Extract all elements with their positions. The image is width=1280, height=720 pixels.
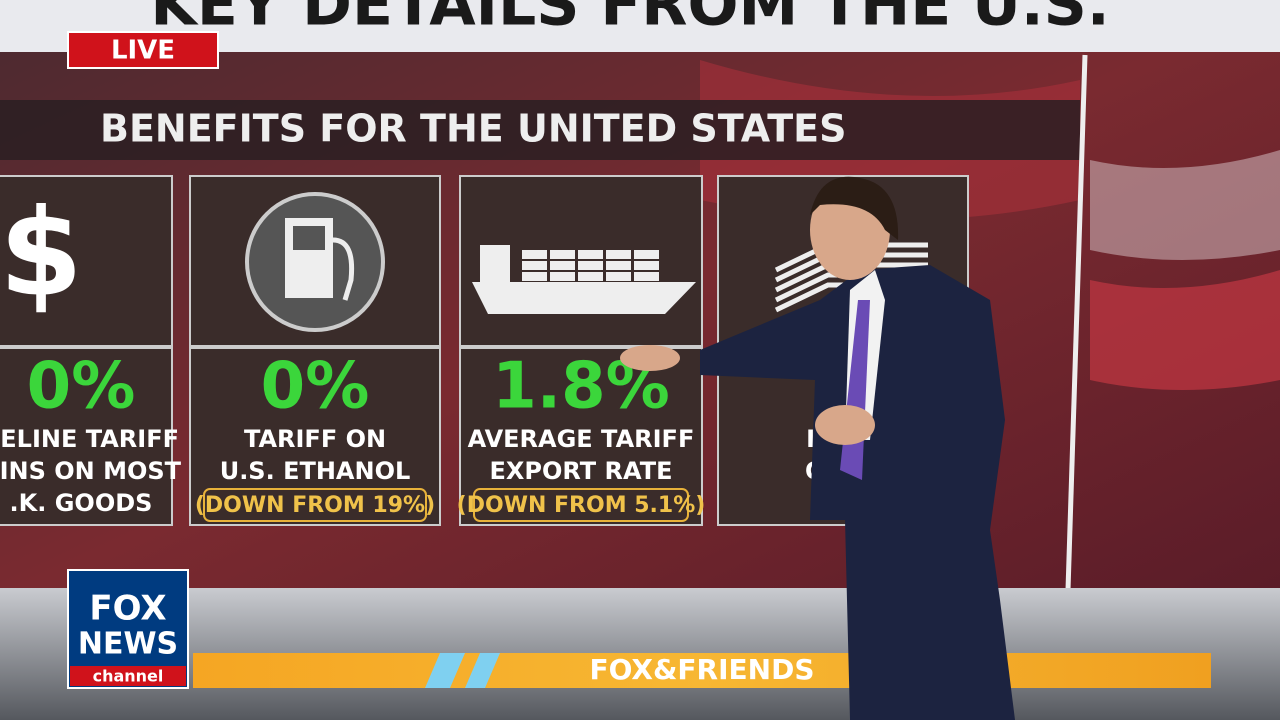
panel-divider [1065, 54, 1088, 591]
card-line: AVERAGE TARIFF [468, 425, 695, 453]
card-value: 0% [261, 350, 370, 424]
flag-stripe [1090, 150, 1280, 260]
card-icon: $ [0, 185, 83, 324]
logo-channel-bar [70, 666, 186, 686]
logo-line3: channel [93, 667, 164, 686]
card-line: SELINE TARIFF [0, 425, 179, 453]
flag-stripe [1090, 270, 1280, 390]
ship-icon-hull [472, 282, 696, 314]
card-line: EXPORT RATE [490, 457, 673, 485]
ship-icon-container [606, 261, 631, 270]
ship-icon-bridge [480, 245, 510, 282]
pump-icon-screen [293, 226, 325, 250]
hand [815, 405, 875, 445]
ship-icon-container [522, 272, 547, 281]
card-text-box [189, 347, 441, 526]
ship-icon-container [522, 250, 547, 259]
pump-icon-hose [332, 237, 355, 301]
section-title: BENEFITS FOR THE UNITED STATES [100, 107, 846, 151]
hand [620, 345, 680, 371]
ship-icon-container [606, 250, 631, 259]
logo-line1: FOX [89, 589, 166, 629]
card-line: TARIFF ON [244, 425, 386, 453]
ship-icon-container [606, 272, 631, 281]
card-icon-box [0, 175, 173, 347]
card-line: .K. GOODS [10, 489, 153, 517]
card-note: (DOWN FROM 5.1%) [457, 493, 706, 518]
card-note-box [203, 488, 427, 522]
ship-icon-container [522, 261, 547, 270]
live-text: LIVE [111, 36, 175, 66]
ship-icon-container [550, 272, 575, 281]
ship-icon-container [550, 250, 575, 259]
card-line: AINS ON MOST [0, 457, 182, 485]
ship-icon-container [578, 250, 603, 259]
logo-line2: NEWS [78, 627, 178, 662]
card-value: 0% [27, 350, 136, 424]
card-line: U.S. ETHANOL [220, 457, 411, 485]
hair [810, 176, 899, 240]
section-band [0, 100, 1080, 160]
ship-icon-container [634, 250, 659, 259]
card-text-box [459, 347, 703, 526]
suit [700, 265, 1015, 720]
ship-icon-container [578, 261, 603, 270]
card-text-box [0, 347, 173, 526]
show-name: FOX&FRIENDS [589, 653, 814, 686]
live-badge [67, 31, 219, 69]
ship-icon-container [634, 272, 659, 281]
card-note: (DOWN FROM 19%) [195, 493, 435, 518]
ship-icon-container [550, 261, 575, 270]
ship-icon-container [634, 261, 659, 270]
presenter [620, 176, 1015, 720]
ship-icon-container [578, 272, 603, 281]
card-note-box [473, 488, 689, 522]
header-title: KEY DETAILS FROM THE U.S. [150, 0, 1109, 40]
ticker-bar [193, 653, 1211, 688]
